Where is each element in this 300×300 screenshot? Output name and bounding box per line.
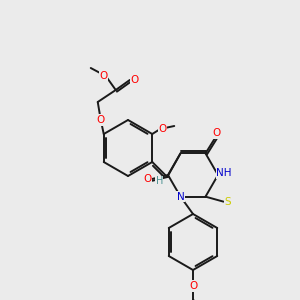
Text: O: O [158,124,166,134]
Text: S: S [224,197,231,207]
Text: O: O [97,115,105,125]
Text: O: O [100,71,108,81]
Text: O: O [143,174,151,184]
Text: N: N [177,192,184,202]
Text: NH: NH [216,168,232,178]
Text: H: H [156,176,163,186]
Text: O: O [212,128,220,138]
Text: O: O [130,75,139,85]
Text: O: O [189,281,197,291]
